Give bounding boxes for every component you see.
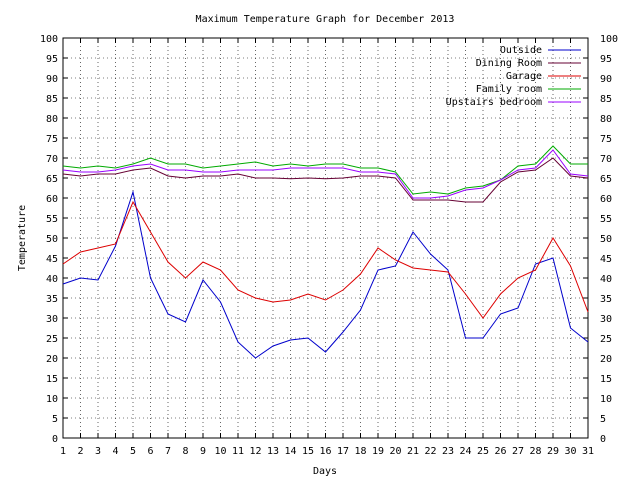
- x-tick-label: 23: [442, 446, 454, 457]
- x-tick-label: 19: [372, 446, 384, 457]
- x-tick-label: 4: [112, 446, 118, 457]
- x-tick-label: 25: [477, 446, 489, 457]
- legend-label: Outside: [500, 45, 542, 56]
- x-tick-label: 7: [165, 446, 171, 457]
- x-tick-label: 16: [319, 446, 331, 457]
- legend-label: Dining Room: [476, 58, 542, 69]
- series-lines: [62, 145, 589, 359]
- x-tick-label: 5: [130, 446, 136, 457]
- y-tick-label-right: 95: [600, 54, 612, 65]
- x-tick-label: 24: [459, 446, 471, 457]
- y-tick-label: 50: [46, 234, 58, 245]
- x-tick-label: 22: [424, 446, 436, 457]
- y-tick-label: 55: [46, 214, 58, 225]
- x-tick-label: 14: [284, 446, 296, 457]
- x-tick-label: 3: [95, 446, 101, 457]
- y-tick-label-right: 5: [600, 414, 606, 425]
- y-tick-label: 0: [52, 434, 58, 445]
- y-tick-label: 100: [40, 34, 58, 45]
- x-tick-label: 10: [214, 446, 226, 457]
- y-tick-label-right: 70: [600, 154, 612, 165]
- x-tick-label: 8: [182, 446, 188, 457]
- x-tick-label: 1: [60, 446, 66, 457]
- y-tick-label: 85: [46, 94, 58, 105]
- series-line-upstairs-bedroom: [62, 149, 589, 199]
- y-tick-label-right: 65: [600, 174, 612, 185]
- x-tick-label: 31: [582, 446, 594, 457]
- x-tick-label: 30: [564, 446, 576, 457]
- axis-ticks: 1 2 3 4 5 6 7 8 9 10 11 12 13 14 15 16 17 18 19 20 21 22 23 24 2…: [40, 34, 618, 457]
- y-tick-label-right: 10: [600, 394, 612, 405]
- x-tick-label: 13: [267, 446, 279, 457]
- y-tick-label: 75: [46, 134, 58, 145]
- series-line-garage: [62, 200, 589, 319]
- x-tick-label: 28: [529, 446, 541, 457]
- y-tick-label: 35: [46, 294, 58, 305]
- x-axis-label: Days: [313, 466, 337, 477]
- y-tick-label: 80: [46, 114, 58, 125]
- y-tick-label-right: 25: [600, 334, 612, 345]
- x-tick-label: 21: [407, 446, 419, 457]
- x-tick-label: 11: [232, 446, 244, 457]
- y-tick-label-right: 40: [600, 274, 612, 285]
- y-tick-label: 70: [46, 154, 58, 165]
- y-tick-label-right: 50: [600, 234, 612, 245]
- legend-label: Upstairs bedroom: [446, 97, 542, 108]
- x-tick-label: 2: [77, 446, 83, 457]
- y-tick-label-right: 75: [600, 134, 612, 145]
- grid-lines: [63, 38, 588, 438]
- x-tick-label: 29: [547, 446, 559, 457]
- legend-label: Garage: [506, 71, 542, 82]
- y-tick-label-right: 100: [600, 34, 618, 45]
- y-tick-label: 5: [52, 414, 58, 425]
- y-tick-label: 45: [46, 254, 58, 265]
- y-tick-label: 20: [46, 354, 58, 365]
- chart-title: Maximum Temperature Graph for December 2…: [196, 14, 455, 25]
- y-tick-label-right: 60: [600, 194, 612, 205]
- y-tick-label-right: 85: [600, 94, 612, 105]
- x-tick-label: 12: [249, 446, 261, 457]
- y-tick-label: 60: [46, 194, 58, 205]
- y-tick-label-right: 55: [600, 214, 612, 225]
- x-tick-label: 9: [200, 446, 206, 457]
- x-tick-label: 6: [147, 446, 153, 457]
- x-tick-label: 26: [494, 446, 506, 457]
- y-tick-label-right: 90: [600, 74, 612, 85]
- y-tick-label: 90: [46, 74, 58, 85]
- x-tick-label: 27: [512, 446, 524, 457]
- y-tick-label-right: 45: [600, 254, 612, 265]
- x-tick-label: 20: [389, 446, 401, 457]
- legend-label: Family room: [476, 84, 542, 95]
- x-tick-label: 17: [337, 446, 349, 457]
- series-line-dining-room: [62, 157, 589, 203]
- y-tick-label-right: 30: [600, 314, 612, 325]
- y-tick-label-right: 0: [600, 434, 606, 445]
- y-tick-label-right: 80: [600, 114, 612, 125]
- series-line-outside: [62, 190, 589, 359]
- y-tick-label-right: 35: [600, 294, 612, 305]
- y-tick-label: 25: [46, 334, 58, 345]
- y-tick-label: 15: [46, 374, 58, 385]
- y-tick-label-right: 15: [600, 374, 612, 385]
- x-tick-label: 15: [302, 446, 314, 457]
- legend: Outside Dining Room Garage Family room Upsta…: [446, 45, 581, 108]
- x-tick-label: 18: [354, 446, 366, 457]
- y-tick-label: 95: [46, 54, 58, 65]
- y-tick-label: 65: [46, 174, 58, 185]
- y-tick-label: 10: [46, 394, 58, 405]
- y-tick-label: 40: [46, 274, 58, 285]
- y-axis-label: Temperature: [17, 205, 28, 271]
- y-tick-label-right: 20: [600, 354, 612, 365]
- y-tick-label: 30: [46, 314, 58, 325]
